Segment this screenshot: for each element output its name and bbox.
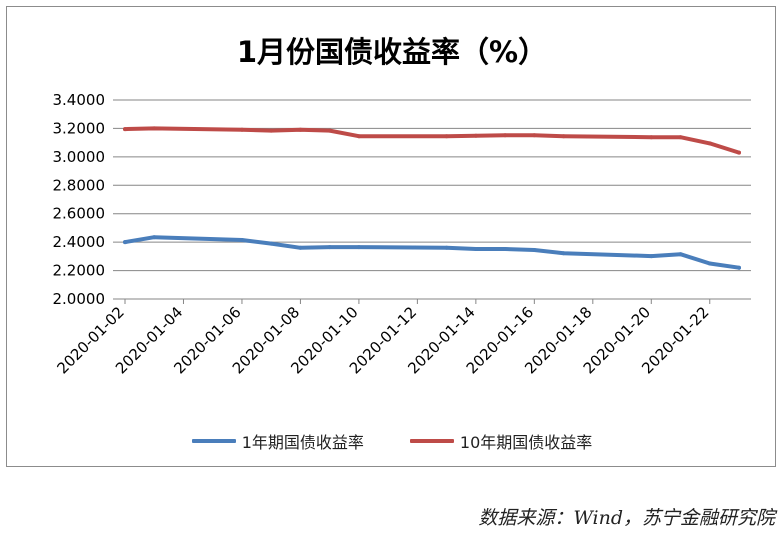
data-point-1y xyxy=(298,245,303,250)
data-point-1y xyxy=(356,245,361,250)
data-point-1y xyxy=(473,247,478,251)
data-point-1y xyxy=(444,245,449,250)
data-point-10y xyxy=(707,141,712,146)
data-point-1y xyxy=(737,265,741,270)
data-point-1y xyxy=(678,252,683,257)
data-point-1y xyxy=(327,245,332,250)
data-point-1y xyxy=(649,254,654,259)
data-point-10y xyxy=(269,128,274,133)
data-point-10y xyxy=(152,126,157,131)
data-point-10y xyxy=(532,133,537,138)
data-point-10y xyxy=(503,133,508,138)
data-point-1y xyxy=(152,235,157,240)
y-tick-label: 2.6000 xyxy=(53,205,106,223)
y-tick-label: 2.0000 xyxy=(53,290,106,308)
data-point-10y xyxy=(678,135,683,140)
legend-item-1y: 1年期国债收益率 xyxy=(191,429,364,453)
legend-item-10y: 10年期国债收益率 xyxy=(409,429,593,453)
y-tick-label: 3.4000 xyxy=(53,91,106,109)
y-tick-label: 2.2000 xyxy=(53,262,106,280)
source-note: 数据来源：Wind，苏宁金融研究院 xyxy=(478,507,775,529)
data-point-10y xyxy=(473,133,478,138)
data-point-1y xyxy=(707,261,712,266)
legend-label-1y: 1年期国债收益率 xyxy=(241,433,364,452)
data-point-10y xyxy=(356,134,361,139)
chart-title: 1月份国债收益率（%） xyxy=(236,35,548,69)
data-point-10y xyxy=(123,127,127,132)
series-line-1y xyxy=(123,235,741,270)
legend-swatch-1y xyxy=(191,439,236,443)
data-point-10y xyxy=(298,127,303,132)
line-chart: 2.0000 2.2000 2.4000 2.6000 2.8000 3.0000 3.20… xyxy=(53,91,751,377)
data-point-1y xyxy=(532,248,537,252)
y-tick-label: 3.2000 xyxy=(53,119,106,137)
data-point-1y xyxy=(123,240,127,245)
data-point-10y xyxy=(737,150,741,155)
chart-legend: 1年期国债收益率 10年期国债收益率 xyxy=(7,429,777,453)
series-line-10y xyxy=(123,126,741,155)
data-point-10y xyxy=(240,127,244,132)
y-tick-label: 3.0000 xyxy=(53,148,106,166)
data-point-1y xyxy=(503,247,508,251)
data-point-1y xyxy=(240,238,244,242)
y-tick-label: 2.8000 xyxy=(53,176,106,194)
data-point-10y xyxy=(327,128,332,133)
data-point-10y xyxy=(444,134,449,139)
data-point-10y xyxy=(649,135,654,140)
data-point-1y xyxy=(269,241,274,246)
legend-label-10y: 10年期国债收益率 xyxy=(459,433,593,452)
chart-frame: 1月份国债收益率（%） 2.0000 2.2000 2.4000 2.6000 2.80… xyxy=(6,6,776,467)
data-point-1y xyxy=(561,251,566,256)
legend-swatch-10y xyxy=(409,439,454,443)
y-tick-label: 2.4000 xyxy=(53,233,106,251)
data-point-10y xyxy=(561,134,566,139)
